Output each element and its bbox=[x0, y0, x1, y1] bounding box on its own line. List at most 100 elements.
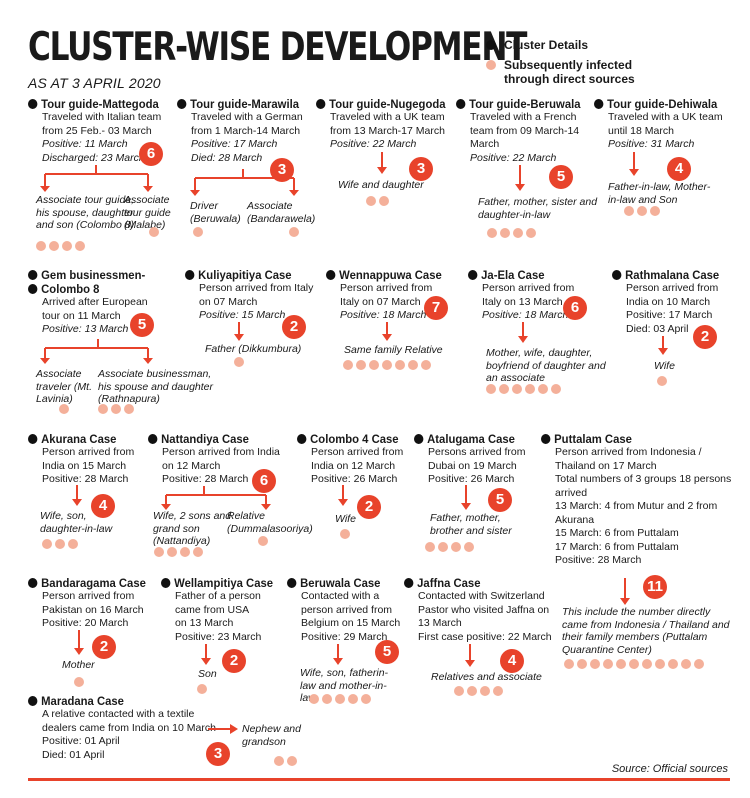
down-arrow-icon bbox=[74, 630, 84, 655]
case-nugegoda: Tour guide-Nugegoda Traveled with a UK t… bbox=[316, 97, 454, 152]
relative-label: Mother, wife, daughter, boyfriend of dau… bbox=[486, 347, 606, 384]
relative-label: Father-in-law, Mother-in-law and Son bbox=[608, 181, 711, 206]
down-arrow-icon bbox=[201, 644, 211, 665]
case-line: Positive: 31 March bbox=[608, 138, 695, 150]
case-line: Belgium on 15 March bbox=[301, 617, 401, 629]
case-line: 13 March: 4 from Mutur and 2 from bbox=[555, 500, 718, 512]
case-line: 13 March bbox=[418, 617, 462, 629]
case-line: Arrived after European bbox=[42, 296, 148, 308]
case-nattandiya: Nattandiya Case Person arrived from Indi… bbox=[148, 432, 280, 487]
case-title: Wellampitiya Case bbox=[161, 576, 273, 590]
case-line: Traveled with a German bbox=[191, 111, 303, 123]
case-line: Traveled with a French bbox=[470, 111, 577, 123]
case-line: tour on 11 March bbox=[42, 309, 121, 322]
case-title: Tour guide-Nugegoda bbox=[316, 97, 445, 111]
case-line: Contacted with Switzerland bbox=[418, 590, 545, 602]
case-line: Died: 03 April bbox=[626, 322, 689, 335]
count-badge: 4 bbox=[667, 157, 691, 181]
count-badge: 3 bbox=[409, 157, 433, 181]
case-line: India on 15 March bbox=[42, 459, 127, 472]
count-badge: 2 bbox=[357, 495, 381, 519]
case-maradana: Maradana Case A relative contacted with … bbox=[28, 694, 216, 762]
case-line: until 18 March bbox=[608, 124, 674, 137]
case-marawila: Tour guide-Marawila Traveled with a Germ… bbox=[177, 97, 307, 165]
case-line: Person arrived from bbox=[482, 282, 575, 294]
case-line: from 25 Feb.- 03 March bbox=[42, 124, 152, 137]
case-line: Person arrived from bbox=[42, 590, 135, 602]
case-line: India on 10 March bbox=[626, 295, 711, 308]
relative-label: Associate tour guide, his spouse, daught… bbox=[36, 194, 135, 231]
footer-rule bbox=[28, 778, 730, 781]
case-title: Atalugama Case bbox=[414, 432, 519, 446]
infected-dots bbox=[234, 357, 244, 367]
infected-dots bbox=[366, 196, 389, 206]
case-line: Person arrived from bbox=[626, 282, 719, 294]
case-line: Positive: 26 March bbox=[428, 473, 515, 485]
case-line: Positive: 26 March bbox=[311, 473, 398, 485]
case-wennappuwa: Wennappuwa Case Person arrived from Ital… bbox=[326, 268, 449, 323]
count-badge: 11 bbox=[643, 575, 667, 599]
case-line: Thailand on 17 March bbox=[555, 459, 657, 472]
case-dehiwala: Tour guide-Dehiwala Traveled with a UK t… bbox=[594, 97, 725, 152]
count-badge: 7 bbox=[424, 296, 448, 320]
count-badge: 5 bbox=[488, 488, 512, 512]
relative-label: Nephew and grandson bbox=[242, 723, 301, 748]
case-title: Wennappuwa Case bbox=[326, 268, 442, 282]
case-title: Kuliyapitiya Case bbox=[185, 268, 306, 282]
relative-label: Associate (Bandarawela) bbox=[247, 200, 316, 225]
infected-dots bbox=[258, 536, 268, 546]
count-badge: 6 bbox=[563, 296, 587, 320]
relative-label: Father, mother, brother and sister bbox=[430, 512, 512, 537]
case-line: Positive: 18 March bbox=[340, 309, 427, 321]
case-line: Person arrived from bbox=[42, 446, 135, 458]
case-kuliyapitiya: Kuliyapitiya Case Person arrived from It… bbox=[185, 268, 313, 323]
infected-dots bbox=[309, 694, 371, 704]
relative-label: Father, mother, sister and daughter-in-l… bbox=[478, 196, 598, 221]
case-akurana: Akurana Case Person arrived from India o… bbox=[28, 432, 134, 487]
down-arrow-icon bbox=[518, 322, 528, 343]
case-line: Contacted with a bbox=[301, 590, 380, 602]
case-line: Pastor who visited Jaffna on bbox=[418, 603, 550, 616]
case-line: Positive: 17 March bbox=[191, 138, 278, 150]
case-line: from 13 March-17 March bbox=[330, 124, 445, 137]
cluster-dot-icon bbox=[486, 40, 496, 50]
count-badge: 6 bbox=[139, 142, 163, 166]
case-line: Person arrived from Italy bbox=[199, 282, 314, 294]
case-line: Persons arrived from bbox=[428, 446, 526, 458]
down-arrow-icon bbox=[620, 578, 630, 605]
case-line: Traveled with a UK team bbox=[608, 111, 723, 123]
source-note: Source: Official sources bbox=[611, 763, 728, 775]
down-arrow-icon bbox=[515, 165, 525, 191]
case-line: Positive: 22 March bbox=[470, 151, 557, 164]
case-title: Tour guide-Marawila bbox=[177, 97, 299, 111]
relative-label: Relatives and associate bbox=[431, 671, 542, 683]
case-line: Died: 01 April bbox=[42, 748, 105, 761]
relative-label: Associate businessman, his spouse and da… bbox=[98, 368, 214, 405]
infected-dots bbox=[197, 684, 207, 694]
case-title: Tour guide-Mattegoda bbox=[28, 97, 159, 111]
case-line: Traveled with a UK team bbox=[330, 111, 445, 123]
case-title: Beruwala Case bbox=[287, 576, 393, 590]
count-badge: 6 bbox=[252, 469, 276, 493]
down-arrow-icon bbox=[465, 644, 475, 667]
count-badge: 5 bbox=[130, 313, 154, 337]
case-colombo-4: Colombo 4 Case Person arrived from India… bbox=[297, 432, 405, 487]
case-title: Ja-Ela Case bbox=[468, 268, 568, 282]
infected-dots bbox=[289, 227, 299, 237]
case-title: Nattandiya Case bbox=[148, 432, 272, 446]
case-jaffna: Jaffna Case Contacted with Switzerland P… bbox=[404, 576, 552, 644]
case-line: Father of a person bbox=[175, 590, 261, 602]
relative-label: Father (Dikkumbura) bbox=[205, 343, 302, 355]
relative-label: Driver (Beruwala) bbox=[190, 200, 241, 225]
case-line: Italy on 13 March bbox=[482, 295, 563, 308]
relative-label: Mother bbox=[62, 659, 95, 671]
case-line: Positive: 28 March bbox=[42, 473, 129, 485]
case-atalugama: Atalugama Case Persons arrived from Duba… bbox=[414, 432, 525, 487]
case-line: arrived bbox=[555, 486, 588, 499]
case-rathmalana: Rathmalana Case Person arrived from Indi… bbox=[612, 268, 726, 336]
relative-label: Son bbox=[198, 668, 217, 680]
case-line: 17 March: 6 from Puttalam bbox=[555, 540, 679, 553]
case-line: 15 March: 6 from Puttalam bbox=[555, 527, 679, 539]
branch-arrow-icon bbox=[40, 339, 153, 364]
count-badge: 3 bbox=[206, 742, 230, 766]
